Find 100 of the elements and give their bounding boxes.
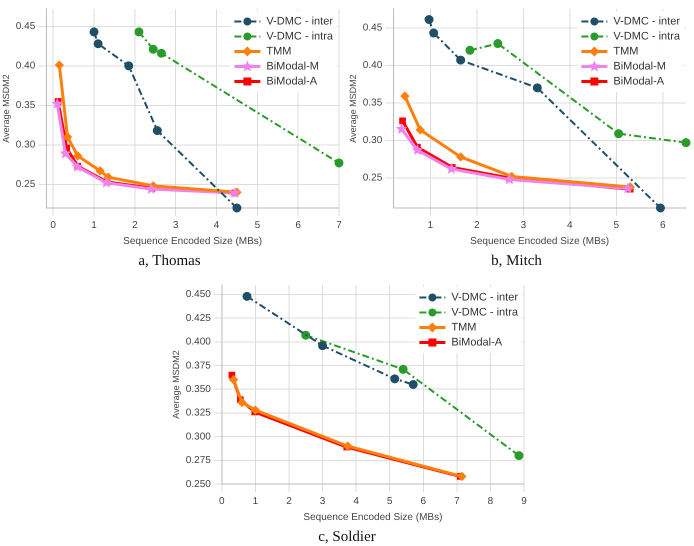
x-axis-title: Sequence Encoded Size (MBs) (123, 236, 262, 247)
legend-label: V-DMC - intra (266, 30, 334, 43)
y-tick-label: 0.40 (16, 60, 36, 72)
point (446, 162, 458, 174)
legend-label: TMM (451, 322, 476, 334)
y-tick-label: 0.450 (186, 289, 212, 300)
y-tick-label: 0.40 (362, 60, 383, 72)
point (398, 364, 408, 374)
point (124, 61, 134, 70)
x-tick-label: 3 (172, 220, 179, 231)
x-tick-label: 6 (660, 220, 666, 231)
point (424, 15, 434, 24)
legend-label: BiModal-A (451, 336, 503, 349)
y-tick-label: 0.30 (16, 140, 36, 151)
y-tick-label: 0.25 (362, 172, 383, 184)
y-tick-label: 0.350 (186, 384, 212, 395)
point (456, 56, 466, 65)
legend-label: V-DMC - inter (451, 292, 518, 304)
x-axis-title: Sequence Encoded Size (MBs) (303, 512, 442, 523)
point (62, 132, 72, 142)
point (396, 123, 408, 134)
y-axis-title: Average MSDM2 (170, 350, 181, 419)
y-axis-title: Average MSDM2 (348, 74, 358, 143)
y-tick-label: 0.35 (16, 100, 36, 112)
point (134, 27, 144, 36)
x-tick-label: 9 (521, 496, 528, 507)
text: b, Mitch (491, 252, 542, 269)
y-tick-label: 0.325 (186, 408, 212, 419)
point (318, 341, 328, 350)
x-tick-label: 1 (428, 220, 434, 231)
x-tick-label: 6 (295, 220, 302, 231)
point (250, 406, 260, 415)
legend-label: V-DMC - inter (266, 16, 334, 28)
point (457, 472, 466, 481)
x-tick-label: 0 (219, 496, 226, 507)
x-tick-label: 7 (454, 496, 460, 507)
x-tick-label: 5 (386, 496, 393, 507)
point (656, 204, 665, 212)
y-tick-label: 0.35 (362, 98, 383, 109)
point (232, 204, 242, 212)
x-tick-label: 8 (488, 496, 494, 507)
y-tick-label: 0.400 (186, 336, 212, 348)
point (408, 380, 418, 389)
x-tick-label: 0 (50, 220, 56, 231)
x-tick-label: 2 (132, 220, 138, 231)
x-tick-label: 7 (336, 220, 342, 231)
y-tick-label: 0.45 (362, 22, 383, 34)
x-tick-label: 4 (567, 220, 574, 231)
point (465, 46, 474, 55)
point (156, 48, 166, 58)
legend-label: TMM (613, 46, 638, 58)
point (614, 129, 624, 138)
x-tick-label: 3 (520, 220, 527, 231)
y-tick-label: 0.45 (16, 21, 36, 32)
x-axis-title: Sequence Encoded Size (MBs) (470, 236, 610, 247)
point (104, 172, 113, 182)
x-tick-label: 5 (254, 220, 261, 231)
point (52, 98, 63, 109)
y-tick-label: 0.375 (186, 360, 212, 372)
point (242, 292, 252, 301)
point (148, 44, 158, 54)
y-tick-label: 0.25 (16, 179, 36, 190)
legend-label: BiModal-A (613, 76, 665, 88)
point (54, 60, 64, 70)
legend-label: BiModal-A (266, 76, 318, 88)
point (532, 83, 542, 92)
point (399, 118, 406, 124)
y-tick-label: 0.250 (186, 478, 212, 490)
y-tick-label: 0.30 (362, 135, 383, 146)
x-tick-label: 4 (214, 220, 220, 231)
y-tick-label: 0.425 (186, 312, 212, 324)
point (514, 451, 524, 460)
point (416, 125, 425, 134)
point (229, 375, 238, 384)
point (493, 39, 502, 48)
point (237, 398, 246, 408)
point (96, 166, 105, 176)
x-tick-label: 1 (91, 220, 98, 231)
y-tick-label: 0.275 (186, 455, 212, 466)
point (73, 151, 82, 160)
point (94, 39, 103, 48)
point (152, 126, 162, 136)
point (72, 160, 84, 172)
point (456, 152, 466, 162)
y-tick-label: 0.300 (186, 431, 212, 442)
legend-label: V-DMC - inter (613, 16, 680, 28)
x-tick-label: 2 (286, 496, 292, 507)
point (682, 138, 690, 148)
y-axis-title: Average MSDM2 (0, 74, 11, 143)
point (390, 374, 400, 384)
point (412, 144, 424, 156)
point (429, 28, 438, 38)
point (229, 186, 241, 198)
x-tick-label: 3 (320, 496, 326, 507)
x-tick-label: 5 (614, 220, 620, 231)
x-tick-label: 4 (353, 496, 360, 507)
text: a, Thomas (138, 252, 201, 269)
point (100, 176, 112, 188)
x-tick-label: 2 (474, 220, 480, 231)
point (334, 158, 344, 168)
